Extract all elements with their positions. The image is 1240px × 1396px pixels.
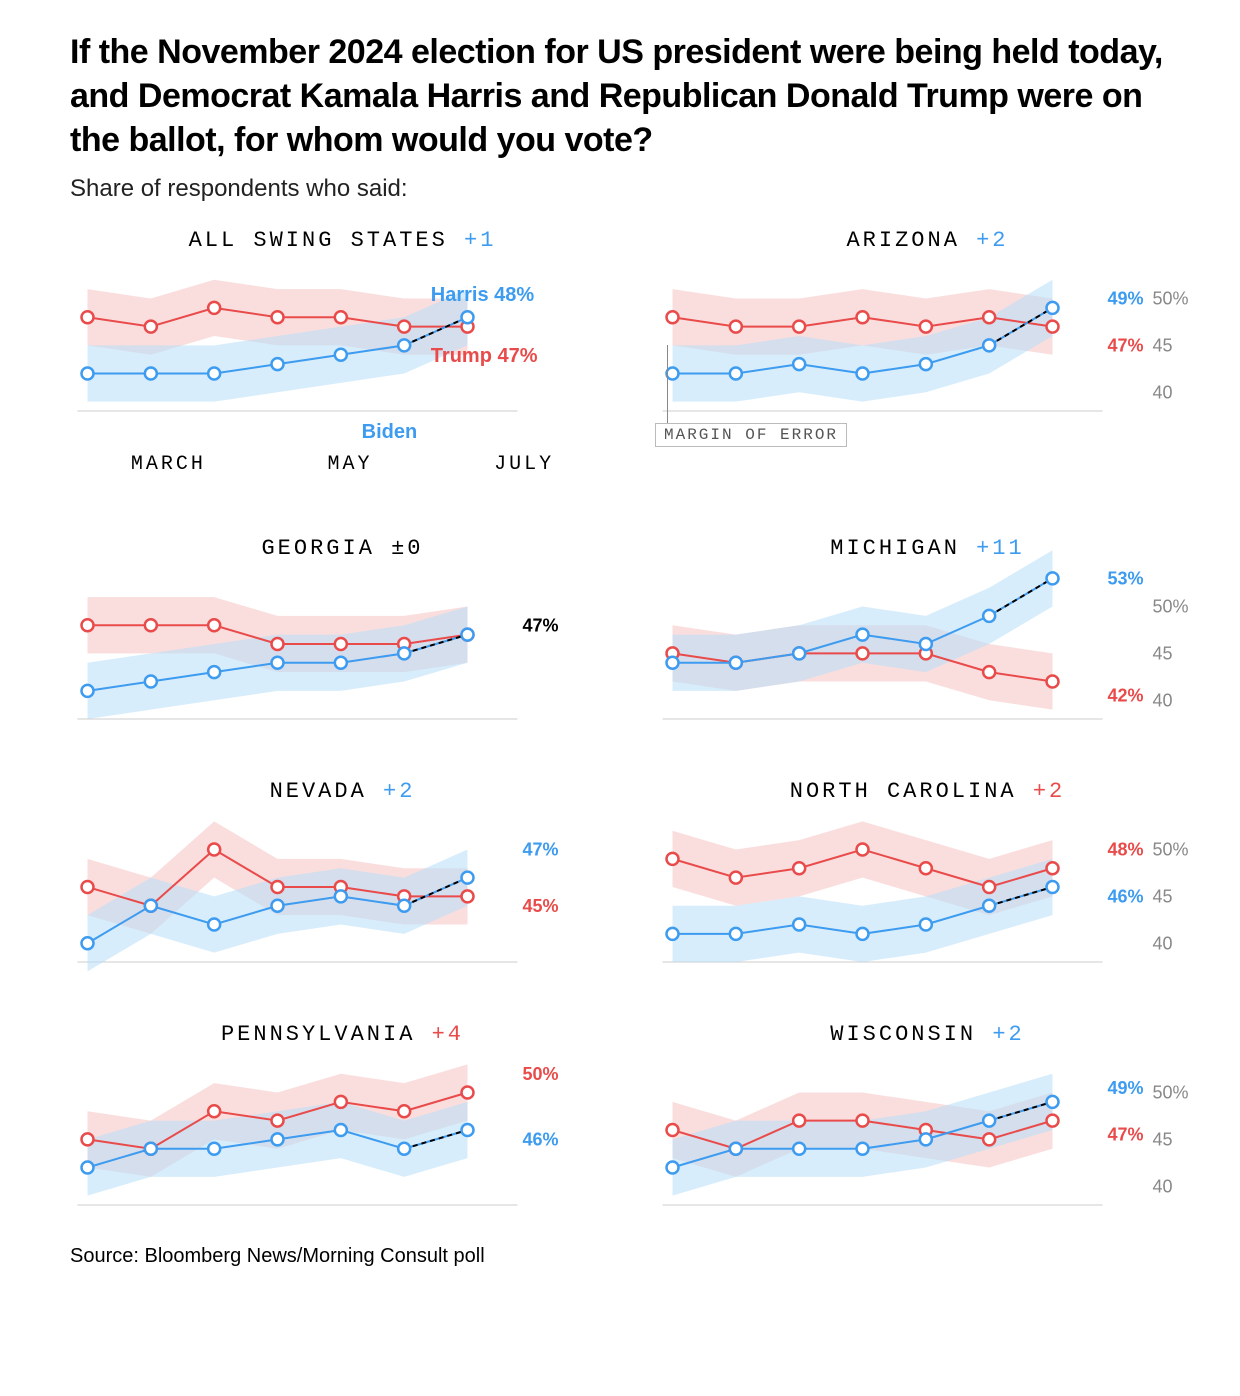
end-value-label: 46% bbox=[1108, 886, 1144, 906]
delta-value: +11 bbox=[976, 536, 1025, 561]
end-value-label: 47% bbox=[1108, 1124, 1144, 1144]
end-value-label: 53% bbox=[1108, 568, 1144, 588]
state-name: NORTH CAROLINA bbox=[790, 779, 1017, 804]
chart-area: 404550%49%47%MARGIN OF ERROR bbox=[655, 261, 1200, 411]
ytick-label: 45 bbox=[1153, 335, 1173, 355]
panel-title: WISCONSIN +2 bbox=[655, 1022, 1200, 1047]
ytick-label: 40 bbox=[1153, 690, 1173, 710]
ytick-label: 50% bbox=[1153, 288, 1189, 308]
delta-value: +2 bbox=[992, 1022, 1024, 1047]
end-value-label: 47% bbox=[1108, 335, 1144, 355]
chart-svg: 40 45 50% 53% 42% bbox=[655, 569, 1200, 719]
chart-area: 50% 46% bbox=[70, 1055, 615, 1205]
end-value-label: 46% bbox=[523, 1129, 559, 1149]
delta-value: +4 bbox=[432, 1022, 464, 1047]
chart-area: 47% bbox=[70, 569, 615, 719]
moe-annotation: MARGIN OF ERROR bbox=[655, 423, 847, 447]
panel-title: GEORGIA ±0 bbox=[70, 536, 615, 561]
month-label: MAY bbox=[327, 453, 372, 476]
delta-value: ±0 bbox=[391, 536, 423, 561]
month-label: JULY bbox=[494, 453, 554, 476]
ytick-label: 40 bbox=[1153, 933, 1173, 953]
end-value-label: 47% bbox=[523, 839, 559, 859]
chart-svg: 47% bbox=[70, 569, 615, 719]
chart-svg: 40 45 50% 49% 47% bbox=[655, 1055, 1200, 1205]
end-value-label: 49% bbox=[1108, 1077, 1144, 1097]
delta-value: +1 bbox=[464, 228, 496, 253]
charts-grid: ALL SWING STATES +1 Harris 48% Trump 47% Bi… bbox=[70, 228, 1200, 1205]
trump-series-label: Trump 47% bbox=[431, 345, 538, 368]
panel-title: PENNSYLVANIA +4 bbox=[70, 1022, 615, 1047]
delta-value: +2 bbox=[1033, 779, 1065, 804]
panel-all: ALL SWING STATES +1 Harris 48% Trump 47% Bi… bbox=[70, 228, 615, 476]
month-label: MARCH bbox=[131, 453, 206, 476]
end-value-label: 48% bbox=[1108, 839, 1144, 859]
chart-svg: 40 45 50% 49% 47% bbox=[655, 261, 1200, 411]
panel-az: ARIZONA +2 40 45 50% 49% 47% MARGIN OF ERROR bbox=[655, 228, 1200, 476]
state-name: ALL SWING STATES bbox=[189, 228, 448, 253]
chart-area: 47% 45% bbox=[70, 812, 615, 962]
panel-title: ARIZONA +2 bbox=[655, 228, 1200, 253]
chart-area: 40 45 50% 49% 47% bbox=[655, 1055, 1200, 1205]
chart-subtitle: Share of respondents who said: bbox=[70, 175, 1200, 203]
delta-value: +2 bbox=[976, 228, 1008, 253]
end-value-label: 47% bbox=[523, 615, 559, 635]
panel-title: ALL SWING STATES +1 bbox=[70, 228, 615, 253]
chart-title: If the November 2024 election for US pre… bbox=[70, 30, 1200, 163]
moe-connector bbox=[667, 345, 668, 423]
ytick-label: 50% bbox=[1153, 596, 1189, 616]
panel-mi: MICHIGAN +11 40 45 50% 53% 42% bbox=[655, 536, 1200, 719]
x-axis-labels: MARCH MAY JULY bbox=[70, 453, 615, 476]
chart-source: Source: Bloomberg News/Morning Consult p… bbox=[70, 1245, 1200, 1268]
panel-title: NEVADA +2 bbox=[70, 779, 615, 804]
state-name: ARIZONA bbox=[846, 228, 959, 253]
ytick-label: 40 bbox=[1153, 1176, 1173, 1196]
end-value-label: 49% bbox=[1108, 288, 1144, 308]
ytick-label: 40 bbox=[1153, 382, 1173, 402]
end-value-label: 50% bbox=[523, 1063, 559, 1083]
end-value-label: 42% bbox=[1108, 685, 1144, 705]
panel-wi: WISCONSIN +2 40 45 50% 49% 47% bbox=[655, 1022, 1200, 1205]
chart-area: Harris 48%Trump 47%Biden bbox=[70, 261, 615, 411]
state-name: GEORGIA bbox=[261, 536, 374, 561]
panel-ga: GEORGIA ±0 47% bbox=[70, 536, 615, 719]
chart-area: 40 45 50% 53% 42% bbox=[655, 569, 1200, 719]
biden-annotation: Biden bbox=[362, 421, 418, 444]
state-name: NEVADA bbox=[270, 779, 367, 804]
ytick-label: 50% bbox=[1153, 839, 1189, 859]
delta-value: +2 bbox=[383, 779, 415, 804]
harris-series-label: Harris 48% bbox=[431, 284, 534, 307]
panel-title: MICHIGAN +11 bbox=[655, 536, 1200, 561]
panel-pa: PENNSYLVANIA +4 50% 46% bbox=[70, 1022, 615, 1205]
chart-svg: 40 45 50% 48% 46% bbox=[655, 812, 1200, 962]
panel-nv: NEVADA +2 47% 45% bbox=[70, 779, 615, 962]
panel-nc: NORTH CAROLINA +2 40 45 50% 48% 46% bbox=[655, 779, 1200, 962]
end-value-label: 45% bbox=[523, 895, 559, 915]
panel-title: NORTH CAROLINA +2 bbox=[655, 779, 1200, 804]
chart-svg: 50% 46% bbox=[70, 1055, 615, 1205]
ytick-label: 45 bbox=[1153, 1129, 1173, 1149]
chart-svg: 47% 45% bbox=[70, 812, 615, 962]
ytick-label: 50% bbox=[1153, 1082, 1189, 1102]
chart-area: 40 45 50% 48% 46% bbox=[655, 812, 1200, 962]
ytick-label: 45 bbox=[1153, 643, 1173, 663]
state-name: PENNSYLVANIA bbox=[221, 1022, 415, 1047]
state-name: WISCONSIN bbox=[830, 1022, 976, 1047]
ytick-label: 45 bbox=[1153, 886, 1173, 906]
state-name: MICHIGAN bbox=[830, 536, 960, 561]
